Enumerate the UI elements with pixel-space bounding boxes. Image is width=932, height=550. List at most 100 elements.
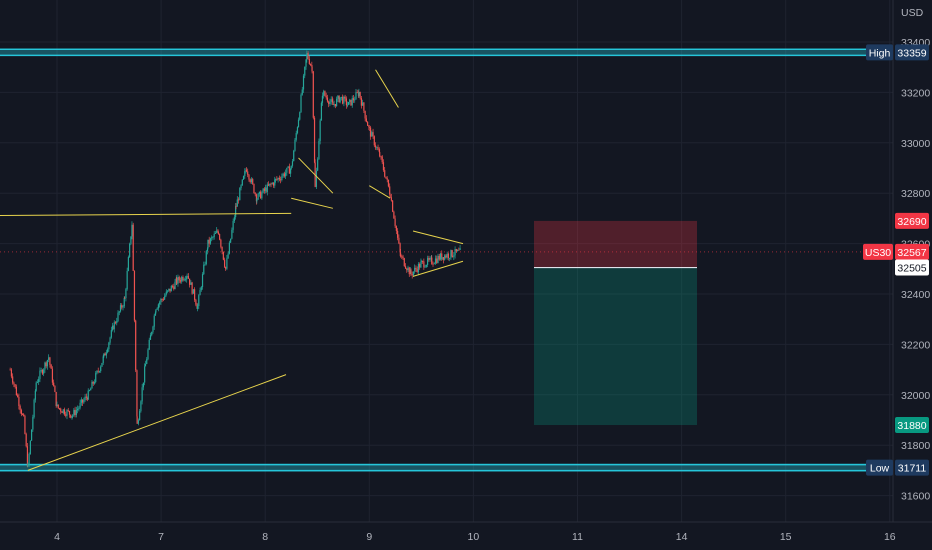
candle-body: [364, 110, 366, 119]
candle-body: [441, 253, 443, 260]
candle-body: [83, 399, 85, 403]
candle-body: [117, 312, 119, 322]
candle-body: [132, 224, 134, 271]
candle-body: [237, 199, 240, 201]
candle-body: [402, 256, 404, 259]
trendline[interactable]: [0, 212, 292, 217]
stop-loss-zone[interactable]: [534, 220, 697, 268]
candle-body: [458, 249, 460, 251]
candle-body: [164, 296, 166, 300]
trendline[interactable]: [412, 230, 464, 245]
candle-body: [399, 243, 401, 253]
candle-body: [397, 230, 399, 238]
candle-body: [319, 120, 321, 141]
trendlines[interactable]: [0, 69, 464, 471]
time-tick-label: 16: [884, 531, 896, 543]
candle-body: [261, 192, 263, 199]
trendline[interactable]: [375, 69, 399, 108]
candle-body: [155, 309, 157, 313]
candle-body: [340, 96, 343, 98]
stop-loss-tag-bg: [895, 212, 929, 229]
trendline[interactable]: [291, 197, 333, 209]
trendline[interactable]: [412, 260, 464, 277]
candle-body: [178, 277, 180, 281]
position-zones: [0, 220, 893, 426]
candle-body: [62, 409, 64, 413]
candle-body: [146, 359, 148, 364]
candle-body: [102, 356, 104, 363]
candle-body: [162, 299, 164, 301]
candle-body: [129, 243, 131, 258]
candle-body: [255, 194, 258, 202]
low-level-band[interactable]: [0, 463, 893, 472]
candle-body: [171, 286, 174, 287]
low-label: Low: [870, 463, 890, 475]
candle-body: [108, 342, 110, 350]
candle-body: [315, 170, 318, 187]
time-tick-label: 8: [262, 531, 268, 543]
candle-body: [184, 279, 187, 281]
candle-body: [345, 98, 347, 106]
candle-body: [70, 414, 72, 418]
candle-body: [288, 166, 290, 174]
candle-body: [205, 251, 207, 265]
candle-body: [295, 133, 297, 140]
candle-body: [195, 299, 197, 305]
candle-body: [344, 96, 346, 99]
candle-body: [44, 362, 46, 370]
candle-body: [65, 414, 67, 416]
candle-body: [235, 206, 237, 218]
trendline[interactable]: [369, 185, 391, 199]
candle-body: [442, 257, 445, 260]
low-value-tag-bg: [895, 459, 929, 476]
candle-body: [149, 335, 152, 340]
candle-body: [144, 363, 147, 367]
high-low-levels: [0, 48, 893, 472]
candle-body: [51, 368, 54, 383]
candle-body: [280, 179, 282, 181]
trendline[interactable]: [27, 374, 287, 471]
candle-body: [74, 409, 76, 415]
candle-body: [165, 294, 167, 297]
high-level-band[interactable]: [0, 48, 893, 57]
candle-body: [394, 218, 396, 227]
candle-body: [320, 102, 323, 121]
candle-body: [194, 289, 196, 300]
candle-body: [130, 236, 132, 244]
candle-body: [118, 311, 120, 313]
candle-body: [276, 178, 278, 180]
candle-body: [98, 371, 101, 372]
candle-body: [58, 408, 61, 409]
candle-body: [63, 409, 66, 415]
candle-body: [141, 387, 143, 402]
candle-body: [378, 149, 380, 153]
candle-body: [285, 172, 287, 177]
candle-body: [339, 97, 341, 103]
candle-body: [305, 59, 307, 67]
candle-body: [40, 370, 42, 371]
candle-body: [67, 410, 69, 411]
candle-body: [9, 369, 11, 371]
candle-body: [214, 232, 217, 234]
candle-body: [20, 410, 22, 415]
candle-body: [281, 176, 283, 181]
candle-body: [247, 171, 249, 175]
candle-body: [426, 258, 429, 265]
trendline[interactable]: [298, 157, 334, 194]
candle-body: [398, 237, 400, 244]
candle-body: [419, 264, 421, 268]
candle-body: [455, 248, 457, 252]
candle-body: [415, 267, 417, 270]
candle-body: [28, 453, 30, 465]
candle-body: [191, 282, 193, 294]
candle-body: [333, 104, 335, 105]
take-profit-zone[interactable]: [534, 267, 697, 426]
candle-body: [211, 237, 213, 239]
time-tick-label: 15: [780, 531, 792, 543]
candle-body: [95, 373, 97, 382]
candle-body: [349, 99, 351, 103]
candle-body: [230, 238, 232, 243]
low-label-bg: [866, 459, 893, 476]
candle-body: [248, 174, 250, 180]
